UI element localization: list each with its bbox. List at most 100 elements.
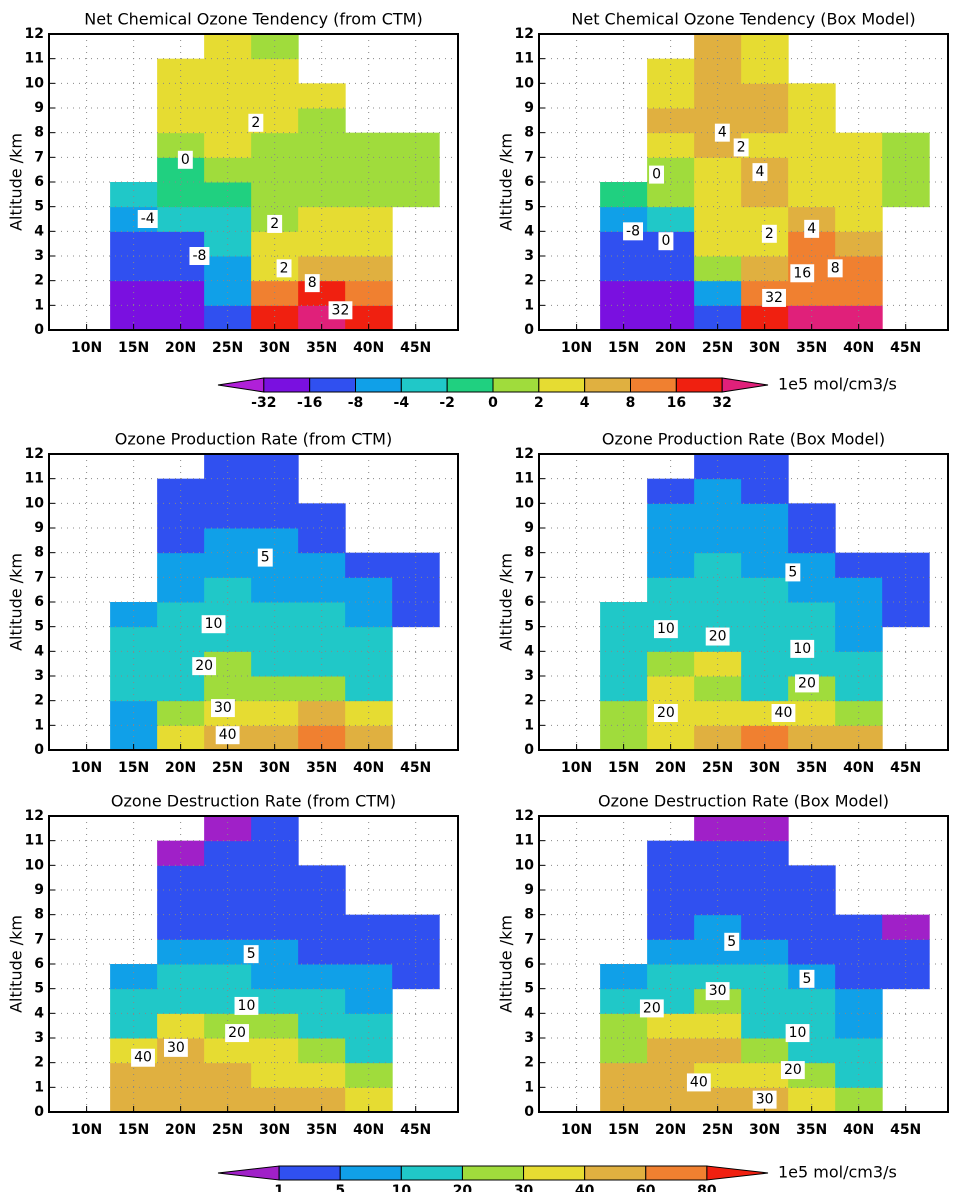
cell xyxy=(741,651,789,677)
y-tick-label: 1 xyxy=(524,297,534,313)
cell xyxy=(110,1013,158,1039)
cell xyxy=(392,602,440,628)
cell xyxy=(741,865,789,891)
y-tick-label: 9 xyxy=(524,882,534,898)
y-tick-label: 10 xyxy=(515,495,535,511)
y-tick-label: 9 xyxy=(34,882,44,898)
cell xyxy=(157,478,205,504)
contour-label: 40 xyxy=(219,727,237,743)
y-tick-label: 3 xyxy=(34,248,44,264)
panel-title: Ozone Destruction Rate (from CTM) xyxy=(111,792,396,811)
cell xyxy=(204,840,252,866)
contour-label-box xyxy=(623,222,644,241)
cell xyxy=(251,231,299,257)
y-tick-label: 0 xyxy=(524,742,534,758)
cell xyxy=(647,890,695,916)
cell xyxy=(251,988,299,1014)
y-tick-label: 7 xyxy=(34,149,44,165)
cell xyxy=(157,503,205,529)
y-axis-label: Altitude /km xyxy=(7,133,26,231)
contour-label-box xyxy=(243,945,259,964)
y-tick-label: 2 xyxy=(524,1055,534,1071)
y-tick-label: 12 xyxy=(25,446,44,462)
cell xyxy=(157,988,205,1014)
contour-label-box xyxy=(785,563,801,582)
y-tick-label: 8 xyxy=(524,545,534,561)
colorbar-label: 5 xyxy=(335,1183,345,1192)
cell xyxy=(157,626,205,652)
contour-label: 10 xyxy=(657,621,675,637)
contour-label-box xyxy=(164,1038,188,1057)
y-axis-label: Altitude /km xyxy=(7,915,26,1013)
y-tick-label: 11 xyxy=(515,51,534,67)
cell xyxy=(835,964,883,990)
y-tick-label: 6 xyxy=(34,174,44,190)
cell xyxy=(110,700,158,726)
cell xyxy=(204,890,252,916)
cell xyxy=(345,206,393,232)
y-tick-label: 4 xyxy=(34,223,44,239)
cell xyxy=(251,83,299,109)
cell xyxy=(647,964,695,990)
frame xyxy=(48,453,459,751)
y-tick-label: 0 xyxy=(34,742,44,758)
cell xyxy=(298,890,346,916)
cell xyxy=(600,1062,648,1088)
contour-label: 2 xyxy=(737,139,746,155)
y-tick-label: 8 xyxy=(34,545,44,561)
frame xyxy=(538,453,949,751)
contour-label: 4 xyxy=(807,221,816,237)
cell xyxy=(157,108,205,134)
colorbar-arrow xyxy=(721,377,769,393)
cell xyxy=(600,280,648,306)
x-tick-label: 40N xyxy=(843,760,874,776)
cell xyxy=(298,700,346,726)
contour-label: 20 xyxy=(709,629,727,645)
x-tick-label: 20N xyxy=(165,1122,196,1138)
contour-label: 10 xyxy=(238,998,256,1014)
colorbar-label: 60 xyxy=(636,1183,656,1192)
y-tick-label: 11 xyxy=(25,51,44,67)
contour-label-box xyxy=(177,150,193,169)
cell xyxy=(204,182,252,208)
cell xyxy=(694,478,742,504)
y-axis-label: Altitude /km xyxy=(497,915,516,1013)
y-tick-label: 12 xyxy=(25,808,44,824)
cell xyxy=(788,503,836,529)
cell xyxy=(647,840,695,866)
contour-label-box xyxy=(225,1024,249,1043)
cell xyxy=(694,280,742,306)
cell xyxy=(882,964,930,990)
colorbar-label: 30 xyxy=(514,1183,534,1192)
cell xyxy=(741,528,789,554)
contour-label-box xyxy=(248,113,264,132)
y-tick-label: 5 xyxy=(34,981,44,997)
contour-label-box xyxy=(799,969,815,988)
cell xyxy=(741,83,789,109)
x-tick-label: 15N xyxy=(608,760,639,776)
contour-label: 2 xyxy=(270,216,279,232)
colorbar-arrow xyxy=(217,1165,280,1181)
colorbar-segment xyxy=(355,377,402,393)
cell xyxy=(835,182,883,208)
y-tick-label: 0 xyxy=(34,1104,44,1120)
y-tick-label: 8 xyxy=(34,907,44,923)
cell xyxy=(110,651,158,677)
x-tick-label: 30N xyxy=(749,340,780,356)
contour-label-box xyxy=(790,264,815,283)
y-tick-label: 11 xyxy=(25,471,44,487)
cell xyxy=(204,206,252,232)
x-tick-label: 35N xyxy=(796,760,827,776)
x-tick-label: 45N xyxy=(400,340,431,356)
cell xyxy=(788,182,836,208)
contour-label: 5 xyxy=(261,550,270,566)
y-tick-label: 2 xyxy=(524,693,534,709)
colorbar-label: 2 xyxy=(534,395,544,411)
cell xyxy=(600,651,648,677)
cell xyxy=(251,865,299,891)
cell xyxy=(835,1013,883,1039)
contour-label: 0 xyxy=(652,167,661,183)
cell xyxy=(647,651,695,677)
y-tick-label: 0 xyxy=(34,322,44,338)
cell xyxy=(298,1013,346,1039)
